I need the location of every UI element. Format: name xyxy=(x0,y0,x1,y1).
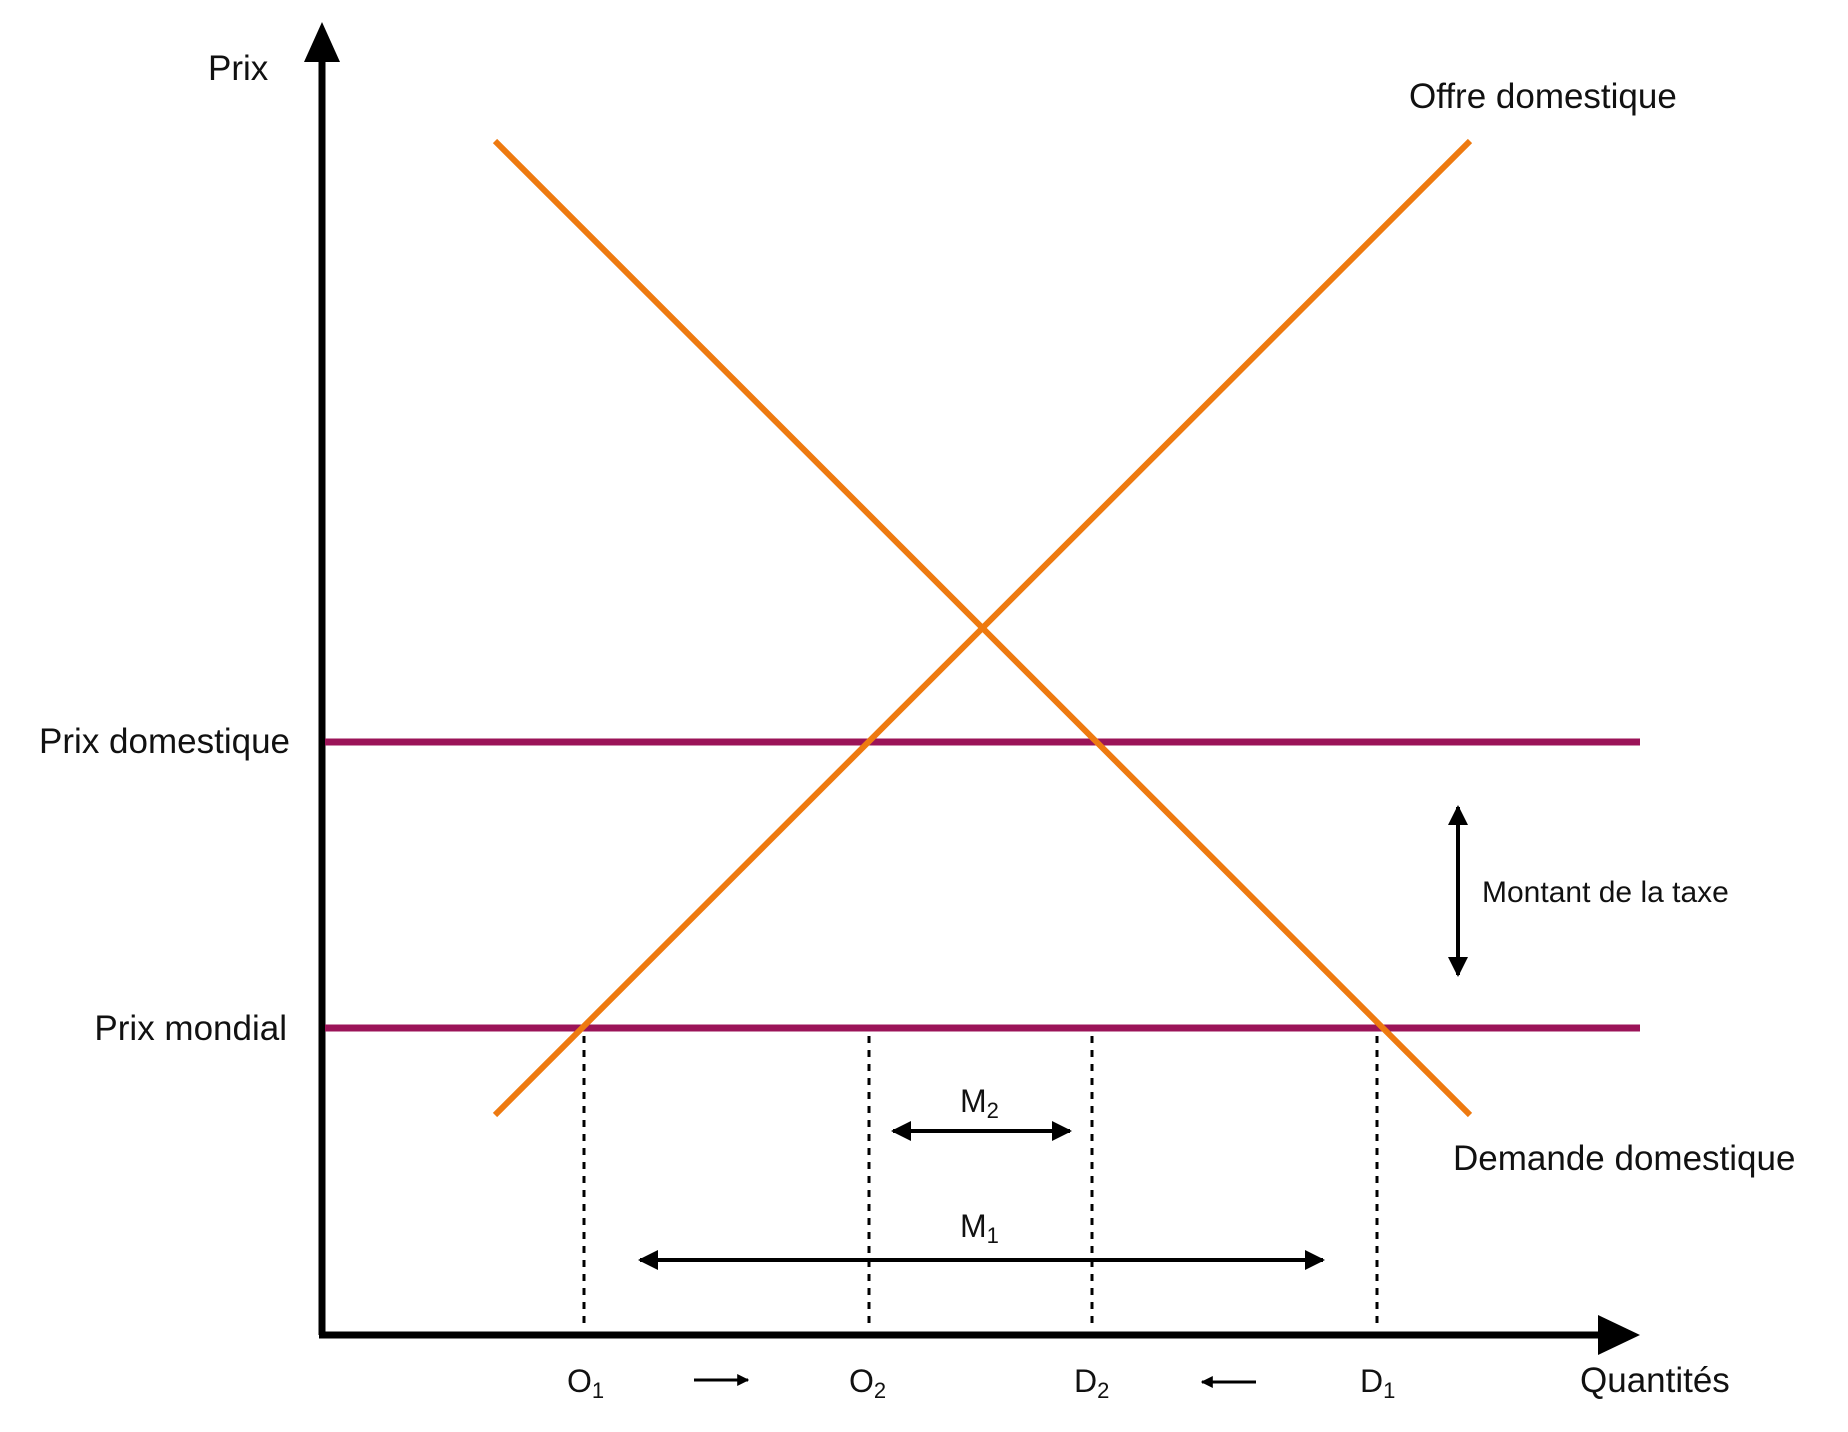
curves: Offre domestique Demande domestique xyxy=(492,77,1795,1178)
tick-d1: D1 xyxy=(1360,1363,1395,1403)
y-axis-arrowhead xyxy=(304,22,340,62)
supply-curve-label: Offre domestique xyxy=(1409,77,1677,116)
tick-d2: D2 xyxy=(1074,1363,1109,1403)
m1-label: M1 xyxy=(960,1208,999,1248)
tick-o1: O1 xyxy=(567,1363,604,1403)
supply-curve xyxy=(492,138,1473,1118)
x-axis-arrowhead xyxy=(1598,1315,1640,1355)
axes: Prix Quantités xyxy=(208,22,1730,1400)
quantity-guides xyxy=(582,1036,1379,1330)
domestic-price-label: Prix domestique xyxy=(39,722,290,761)
world-price-label: Prix mondial xyxy=(94,1009,287,1048)
demand-curve-label: Demande domestique xyxy=(1453,1139,1795,1178)
tax-label: Montant de la taxe xyxy=(1482,876,1729,909)
m2-label: M2 xyxy=(960,1083,999,1123)
imports: M2 M1 xyxy=(638,1083,1325,1270)
y-axis-label: Prix xyxy=(208,49,269,88)
price-lines: Prix domestique Prix mondial xyxy=(39,722,1640,1048)
quantity-labels: O1 O2 D2 D1 xyxy=(567,1363,1395,1403)
tax-amount: Montant de la taxe xyxy=(1448,805,1729,977)
tick-o2: O2 xyxy=(849,1363,886,1403)
x-axis-label: Quantités xyxy=(1580,1361,1730,1400)
